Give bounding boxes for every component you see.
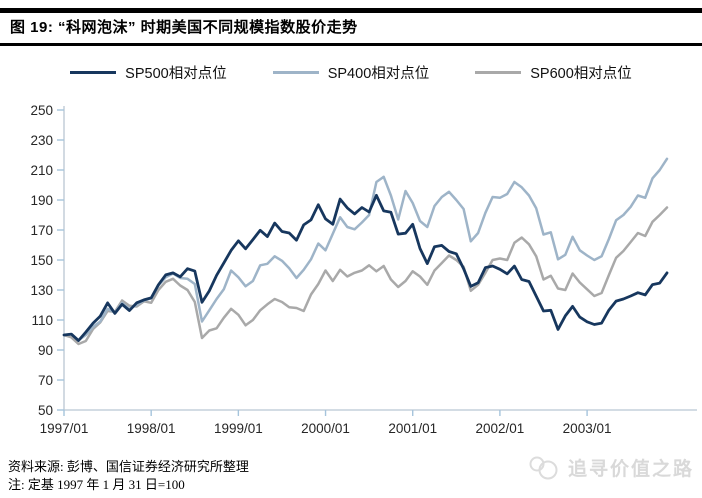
y-axis-tick-label: 190 [30,193,53,208]
legend-item-sp500: SP500相对点位 [70,62,227,83]
title-divider-rule [0,43,702,46]
y-axis-tick-label: 70 [38,373,53,388]
chart-legend: SP500相对点位 SP400相对点位 SP600相对点位 [0,58,702,86]
watermark-label: 追寻价值之路 [567,459,694,480]
legend-label-sp600: SP600相对点位 [530,65,632,82]
legend-label-sp400: SP400相对点位 [327,65,430,82]
brand-logo-icon [529,456,558,479]
series-line-SP500相对点位 [62,193,669,343]
sp400-line-swatch-icon [272,70,319,74]
brand-watermark: 追寻价值之路 [528,454,694,481]
y-axis-tick-label: 250 [30,103,53,118]
x-axis-tick-label: 2000/01 [301,421,350,436]
y-axis-tick-label: 90 [38,343,53,358]
y-axis-tick-label: 170 [30,223,53,238]
legend-item-sp600: SP600相对点位 [475,62,632,83]
y-axis-tick-label: 110 [31,313,53,328]
y-axis-tick-label: 150 [30,253,53,268]
legend-item-sp400: SP400相对点位 [272,62,430,83]
y-axis-tick-label: 230 [30,133,53,148]
sp500-line-swatch-icon [70,70,117,74]
index-base-note: 注: 定基 1997 年 1 月 31 日=100 [8,477,185,492]
legend-label-sp500: SP500相对点位 [125,65,227,82]
x-axis-tick-label: 2002/01 [475,421,524,436]
top-rule [0,8,702,13]
y-axis-tick-label: 130 [30,283,53,298]
x-axis-tick-label: 2003/01 [563,421,612,436]
x-axis-tick-label: 2001/01 [388,421,437,436]
x-axis-tick-label: 1998/01 [127,421,176,436]
y-axis-tick-label: 50 [38,403,53,418]
series-line-SP600相对点位 [62,206,669,346]
data-source-note: 资料来源: 彭博、国信证券经济研究所整理 [8,459,249,474]
x-axis-tick-label: 1999/01 [214,421,263,436]
y-axis-tick-label: 210 [30,163,53,178]
figure-title: 图 19: “科网泡沫” 时期美国不同规模指数股价走势 [10,19,358,36]
sp600-line-swatch-icon [475,70,522,74]
x-axis-tick-label: 1997/01 [40,421,89,436]
